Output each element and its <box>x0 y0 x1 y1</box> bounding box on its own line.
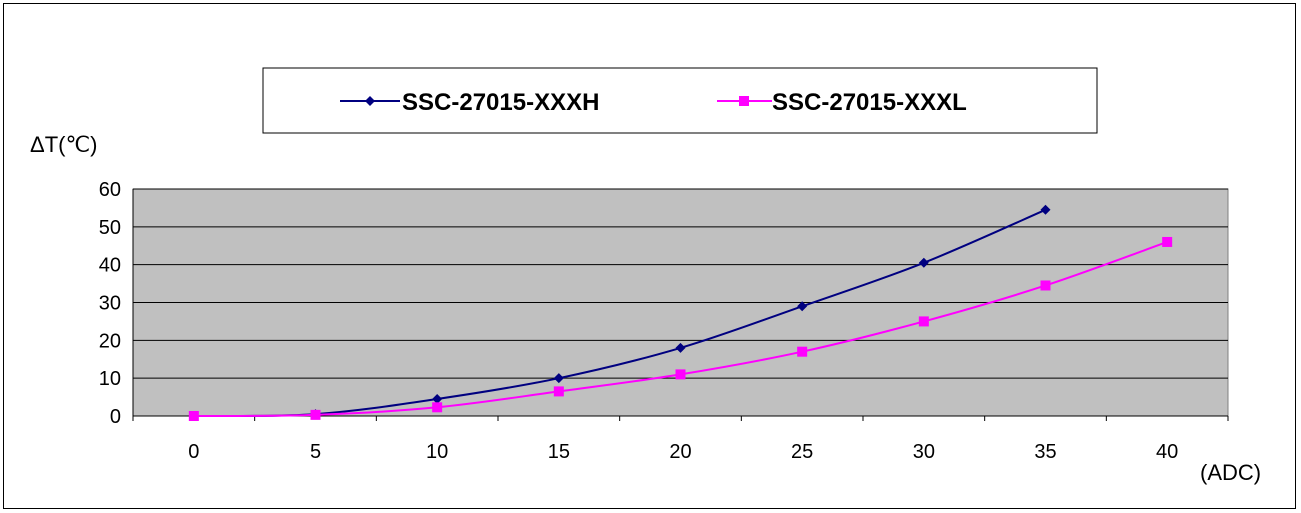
y-tick-label: 40 <box>99 255 121 277</box>
x-tick-label: 35 <box>1034 441 1056 463</box>
data-point <box>797 346 808 357</box>
x-tick-label: 0 <box>188 441 199 463</box>
legend-box <box>262 67 1098 134</box>
data-point <box>1040 204 1051 215</box>
legend-marker-series-h <box>365 96 375 106</box>
data-point <box>432 402 443 413</box>
x-tick-label: 40 <box>1156 441 1178 463</box>
data-point <box>553 373 564 384</box>
x-tick-label: 5 <box>310 441 321 463</box>
data-point <box>310 409 321 420</box>
series-l <box>188 236 1173 421</box>
series-layer <box>188 204 1173 421</box>
y-tick-label: 20 <box>99 330 121 352</box>
y-axis-label: ΔT(℃) <box>30 132 98 157</box>
data-point <box>918 257 929 268</box>
y-tick-label: 10 <box>99 368 121 390</box>
data-point <box>188 411 199 421</box>
x-tick-labels: 0 5 10 15 20 25 30 35 40 <box>188 441 1178 463</box>
x-tick-label: 10 <box>426 441 448 463</box>
y-tick-label: 50 <box>99 217 121 239</box>
data-point <box>918 316 929 327</box>
x-tick-label: 25 <box>791 441 813 463</box>
data-point <box>1162 236 1173 247</box>
x-tick-label: 20 <box>669 441 691 463</box>
y-tick-label: 30 <box>99 293 121 315</box>
series-line <box>193 208 1046 418</box>
legend-item-series-h: SSC-27015-XXXH <box>340 89 599 116</box>
x-tick-label: 30 <box>913 441 935 463</box>
gridlines <box>133 188 1228 379</box>
data-point <box>432 393 443 404</box>
data-point <box>675 369 686 380</box>
legend-item-series-l: SSC-27015-XXXL <box>717 89 967 116</box>
data-point <box>553 386 564 397</box>
legend-label-series-l: SSC-27015-XXXL <box>772 89 967 116</box>
data-point <box>797 301 808 312</box>
y-tick-labels: 0 10 20 30 40 50 60 <box>99 179 121 428</box>
legend-label-series-h: SSC-27015-XXXH <box>402 89 599 116</box>
y-tick-label: 60 <box>99 179 121 201</box>
legend-marker-series-l <box>739 96 749 106</box>
data-point <box>1040 280 1051 291</box>
x-axis-label: (ADC) <box>1200 460 1261 485</box>
y-tick-label: 0 <box>110 406 121 428</box>
x-tick-label: 15 <box>548 441 570 463</box>
data-point <box>675 342 686 353</box>
